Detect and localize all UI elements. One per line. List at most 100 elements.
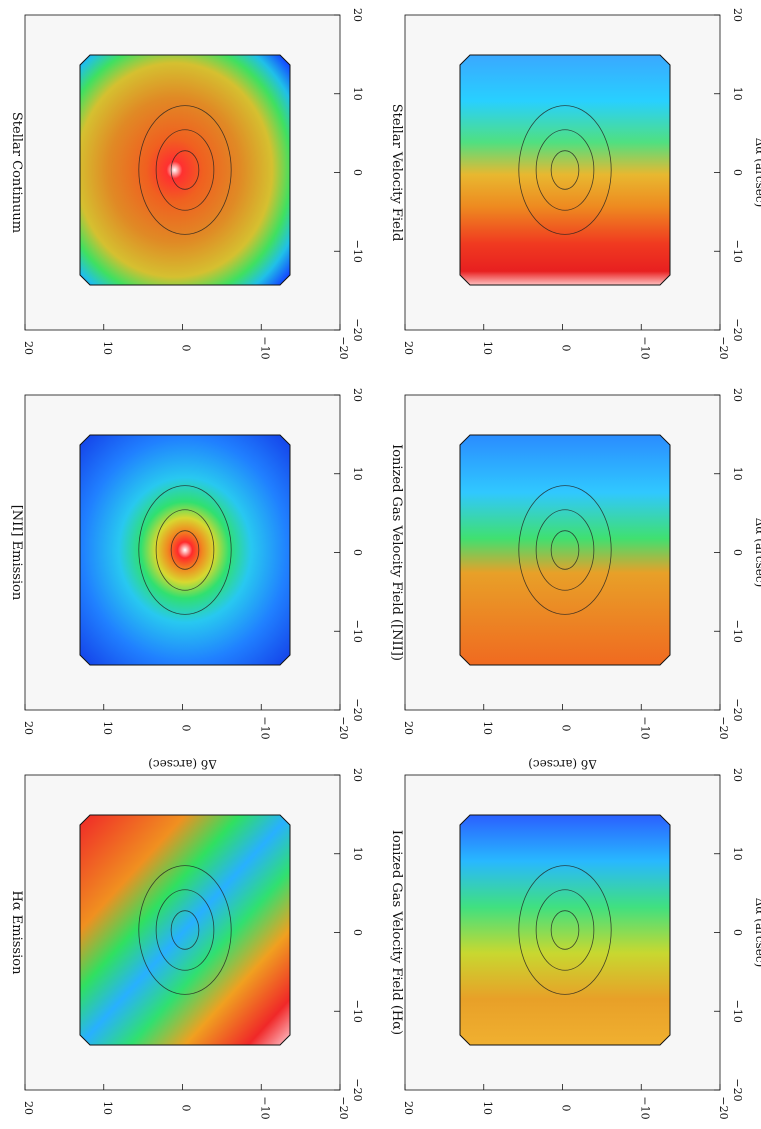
alpha-tick-label: 10 <box>731 87 744 101</box>
delta-tick-label: −20 <box>717 1096 730 1119</box>
contour-line <box>535 129 595 211</box>
alpha-tick-label: −10 <box>731 240 744 263</box>
map-ha <box>79 814 291 1046</box>
alpha-tick-label: −10 <box>351 1000 364 1023</box>
delta-tick-label: 20 <box>402 1101 415 1115</box>
alpha-tick-label: −10 <box>731 1000 744 1023</box>
alpha-tick-label: −20 <box>731 1078 744 1101</box>
alpha-tick-label: 10 <box>731 847 744 861</box>
delta-tick-label: 10 <box>101 721 114 735</box>
delta-tick-label: 0 <box>180 345 193 352</box>
alpha-tick-label: 0 <box>731 549 744 556</box>
delta-tick-label: 20 <box>402 721 415 735</box>
delta-tick-label: 20 <box>22 721 35 735</box>
delta-tick-label: −10 <box>258 716 271 739</box>
alpha-tick-label: 10 <box>351 467 364 481</box>
contour-line <box>535 889 595 971</box>
contour-line <box>535 509 595 591</box>
delta-tick-label: −10 <box>638 1096 651 1119</box>
delta-tick-label: 0 <box>560 345 573 352</box>
panel-2: 20 10 0 −10 −20 20 10 0 −10 −20 Stellar Velocity F… <box>389 8 761 360</box>
map-nii_vel <box>459 434 671 666</box>
delta-tick-label: −10 <box>258 1096 271 1119</box>
alpha-axis-label: Δα (arcsec) <box>753 898 761 968</box>
delta-tick-label: −20 <box>337 1096 350 1119</box>
delta-tick-label: 10 <box>101 341 114 355</box>
alpha-tick-label: −20 <box>731 698 744 721</box>
contour-line <box>550 910 580 950</box>
alpha-tick-label: −20 <box>351 1078 364 1101</box>
contour-line <box>138 105 232 235</box>
delta-tick-label: −10 <box>258 336 271 359</box>
delta-tick-label: 20 <box>22 1101 35 1115</box>
delta-tick-label: 10 <box>481 341 494 355</box>
alpha-tick-label: 20 <box>731 768 744 782</box>
alpha-axis-label: Δα (arcsec) <box>753 138 761 208</box>
panel-1: 20 10 0 −10 −20 20 10 0 −10 −20 Stellar Continuum <box>9 8 364 360</box>
alpha-tick-label: −10 <box>351 620 364 643</box>
contour-line <box>518 485 612 615</box>
delta-axis-label: Δδ (arcsec) <box>148 757 217 771</box>
contour-line <box>155 129 215 211</box>
contour-line <box>138 485 232 615</box>
alpha-tick-label: 0 <box>351 169 364 176</box>
delta-tick-label: 20 <box>22 341 35 355</box>
map-continuum <box>79 54 291 286</box>
alpha-tick-label: 20 <box>351 768 364 782</box>
delta-axis-label: Δδ (arcsec) <box>528 757 597 771</box>
delta-tick-label: 0 <box>560 725 573 732</box>
contour-line <box>155 889 215 971</box>
alpha-tick-label: −10 <box>351 240 364 263</box>
delta-tick-label: 0 <box>180 1105 193 1112</box>
map-nii <box>79 434 291 666</box>
alpha-tick-label: 0 <box>351 929 364 936</box>
alpha-tick-label: 10 <box>351 847 364 861</box>
panel-title: Ionized Gas Velocity Field (Hα) <box>389 830 404 1035</box>
contour-line <box>170 150 200 190</box>
alpha-axis-label: Δα (arcsec) <box>753 518 761 588</box>
delta-tick-label: 0 <box>560 1105 573 1112</box>
delta-tick-label: 10 <box>481 721 494 735</box>
delta-tick-label: 10 <box>481 1101 494 1115</box>
contour-line <box>518 105 612 235</box>
alpha-tick-label: 20 <box>731 388 744 402</box>
panel-title: Stellar Continuum <box>9 112 24 233</box>
alpha-tick-label: 0 <box>731 929 744 936</box>
alpha-tick-label: −20 <box>351 318 364 341</box>
delta-tick-label: −20 <box>337 716 350 739</box>
map-ha_vel <box>459 814 671 1046</box>
delta-tick-label: 10 <box>101 1101 114 1115</box>
contour-line <box>138 865 232 995</box>
alpha-tick-label: 20 <box>351 8 364 22</box>
alpha-tick-label: −10 <box>731 620 744 643</box>
contour-line <box>170 530 200 570</box>
alpha-tick-label: 10 <box>351 87 364 101</box>
panel-3: 20 10 0 −10 −20 20 10 0 −10 −20 [NII] Emission Δδ (… <box>9 388 364 771</box>
alpha-tick-label: −20 <box>351 698 364 721</box>
delta-tick-label: 0 <box>180 725 193 732</box>
delta-tick-label: 20 <box>402 341 415 355</box>
delta-tick-label: −20 <box>717 716 730 739</box>
delta-tick-label: −20 <box>337 336 350 359</box>
alpha-tick-label: 0 <box>351 549 364 556</box>
panel-title: [NII] Emission <box>9 505 24 601</box>
contour-line <box>170 910 200 950</box>
alpha-tick-label: −20 <box>731 318 744 341</box>
delta-tick-label: −10 <box>638 716 651 739</box>
alpha-tick-label: 10 <box>731 467 744 481</box>
contour-line <box>550 530 580 570</box>
alpha-tick-label: 0 <box>731 169 744 176</box>
delta-tick-label: −20 <box>717 336 730 359</box>
alpha-tick-label: 20 <box>731 8 744 22</box>
map-stellar_vel <box>459 54 671 286</box>
contour-line <box>518 865 612 995</box>
panel-title: Stellar Velocity Field <box>389 104 404 242</box>
panel-4: 20 10 0 −10 −20 20 10 0 −10 −20 Ionized Gas Veloci… <box>389 388 761 771</box>
delta-tick-label: −10 <box>638 336 651 359</box>
panel-title: Hα Emission <box>9 891 24 976</box>
alpha-tick-label: 20 <box>351 388 364 402</box>
contour-line <box>155 509 215 591</box>
panel-6: 20 10 0 −10 −20 20 10 0 −10 −20 Ionized Gas Veloci… <box>389 768 761 1120</box>
